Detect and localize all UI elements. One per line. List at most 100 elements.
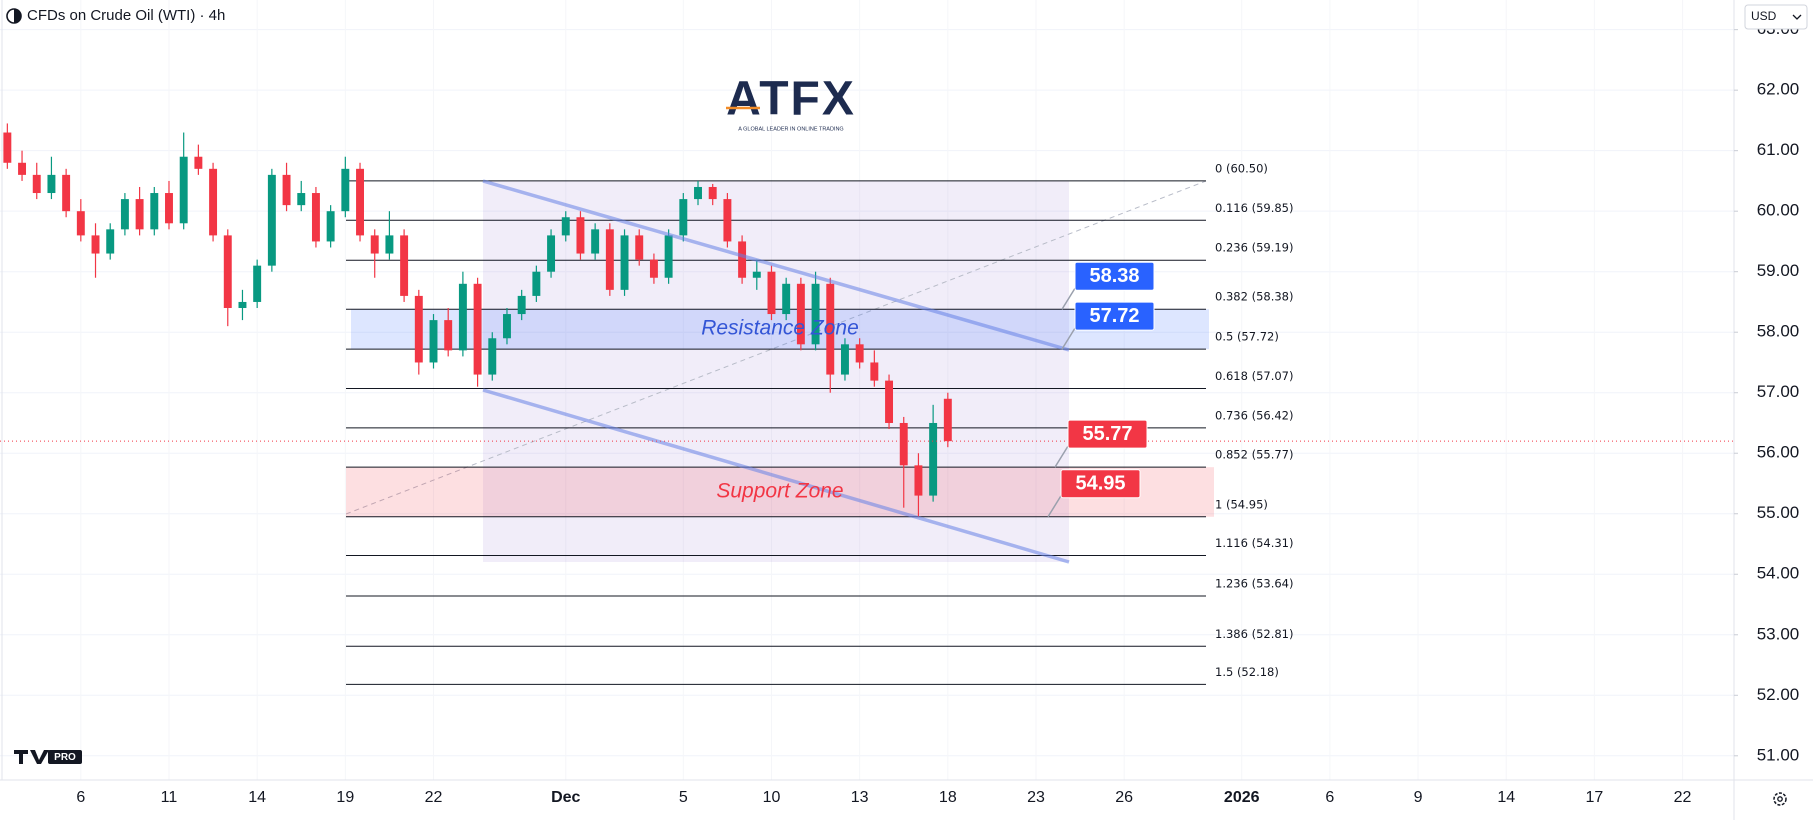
candle-body xyxy=(238,301,247,309)
candle-body xyxy=(297,193,306,206)
y-tick-label: 62.00 xyxy=(1757,80,1800,99)
candle-body xyxy=(796,283,805,345)
candle-body xyxy=(605,229,614,290)
candle-body xyxy=(811,283,820,345)
callout-pointer xyxy=(1054,445,1069,468)
candle-body xyxy=(708,186,717,200)
candle-body xyxy=(752,271,761,278)
candle-body xyxy=(547,235,556,272)
candle-body xyxy=(429,320,438,363)
candle-body xyxy=(106,229,115,254)
candle-body xyxy=(840,344,849,375)
y-tick-label: 51.00 xyxy=(1757,745,1800,764)
candle-body xyxy=(458,283,467,351)
fib-label: 1.5 (52.18) xyxy=(1215,665,1279,679)
candle-body xyxy=(135,199,144,230)
candle-body xyxy=(326,211,335,242)
candle-body xyxy=(767,271,776,315)
candle-body xyxy=(649,259,658,278)
y-tick-label: 58.00 xyxy=(1757,322,1800,341)
x-tick-label: 13 xyxy=(851,789,869,806)
candle-body xyxy=(400,235,409,296)
x-tick-label: 5 xyxy=(679,789,688,806)
x-tick-label: 22 xyxy=(1674,789,1692,806)
candle-body xyxy=(738,241,747,278)
candle-body xyxy=(179,156,188,224)
x-tick-label: 6 xyxy=(1325,789,1334,806)
callout-box xyxy=(1074,301,1155,331)
y-tick-label: 53.00 xyxy=(1757,624,1800,643)
channel-lower xyxy=(482,388,1070,564)
x-tick-label: 14 xyxy=(1497,789,1515,806)
y-tick-label: 55.00 xyxy=(1757,503,1800,522)
settings-icon-center[interactable] xyxy=(1777,796,1783,802)
candle-body xyxy=(414,295,423,363)
currency-label[interactable]: USD xyxy=(1751,9,1777,23)
fib-label: 0.116 (59.85) xyxy=(1215,201,1293,215)
candle-body xyxy=(488,338,497,375)
callout-pointer xyxy=(1061,327,1076,350)
candle-body xyxy=(267,174,276,266)
callout-box xyxy=(1074,261,1155,291)
callout-label: 54.95 xyxy=(1075,473,1125,495)
settings-icon[interactable] xyxy=(1773,792,1787,806)
candle-body xyxy=(855,344,864,363)
candle-body xyxy=(517,295,526,315)
candle-body xyxy=(943,398,952,442)
candle-body xyxy=(620,235,629,290)
candle-body xyxy=(18,162,27,175)
candle-body xyxy=(576,217,585,254)
x-tick-label: 2026 xyxy=(1224,789,1260,806)
x-tick-label: 26 xyxy=(1115,789,1133,806)
callout-label: 55.77 xyxy=(1082,423,1132,445)
axis-layer: 51.00 52.00 53.00 54.00 55.00 56.00 57.00 58.00… xyxy=(76,19,1799,806)
candle-body xyxy=(723,199,732,242)
zone-label: Support Zone xyxy=(716,480,843,503)
candle-body xyxy=(473,283,482,375)
x-tick-label: 17 xyxy=(1585,789,1603,806)
x-tick-label: 10 xyxy=(763,789,781,806)
candle-body xyxy=(664,235,673,278)
candle-body xyxy=(341,168,350,212)
candle-body xyxy=(870,362,879,381)
candle-body xyxy=(885,380,894,423)
x-tick-label: 9 xyxy=(1414,789,1423,806)
y-tick-label: 60.00 xyxy=(1757,201,1800,220)
candle-body xyxy=(3,132,12,163)
y-tick-label: 59.00 xyxy=(1757,261,1800,280)
overlay-layer: Resistance Zone Support Zone 0 (60.50) 0.11… xyxy=(0,161,1734,679)
candle-body xyxy=(76,211,85,236)
candle-body xyxy=(311,193,320,242)
zone-label: Resistance Zone xyxy=(701,317,859,340)
y-tick-label: 56.00 xyxy=(1757,443,1800,462)
candle-body xyxy=(356,168,364,236)
candle-body xyxy=(914,465,923,496)
candle-body xyxy=(591,229,600,254)
currency-caret xyxy=(1792,14,1802,20)
symbol-icon-half xyxy=(14,9,21,23)
candle-body xyxy=(782,283,791,315)
x-tick-label: 11 xyxy=(161,789,178,806)
tv-logo xyxy=(14,750,49,764)
fib-label: 0.736 (56.42) xyxy=(1215,408,1293,422)
callout-pointer xyxy=(1061,287,1076,310)
candle-body xyxy=(370,235,379,254)
fib-label: 1 (54.95) xyxy=(1215,497,1268,511)
callout-label: 58.38 xyxy=(1089,265,1139,287)
candle-body xyxy=(120,199,129,230)
candle-body xyxy=(444,320,453,351)
candle-body xyxy=(694,186,702,200)
x-tick-label: 6 xyxy=(76,789,85,806)
y-tick-label: 54.00 xyxy=(1757,564,1800,583)
fib-label: 0.382 (58.38) xyxy=(1215,290,1293,304)
y-tick-label: 61.00 xyxy=(1757,140,1800,159)
fib-label: 1.116 (54.31) xyxy=(1215,536,1293,550)
callout-pointer xyxy=(1047,495,1062,518)
currency-select[interactable] xyxy=(1744,4,1808,30)
x-tick-label: 14 xyxy=(248,789,266,806)
candle-body xyxy=(47,174,56,194)
candle-body xyxy=(62,174,71,212)
fib-label: 1.236 (53.64) xyxy=(1215,577,1293,591)
